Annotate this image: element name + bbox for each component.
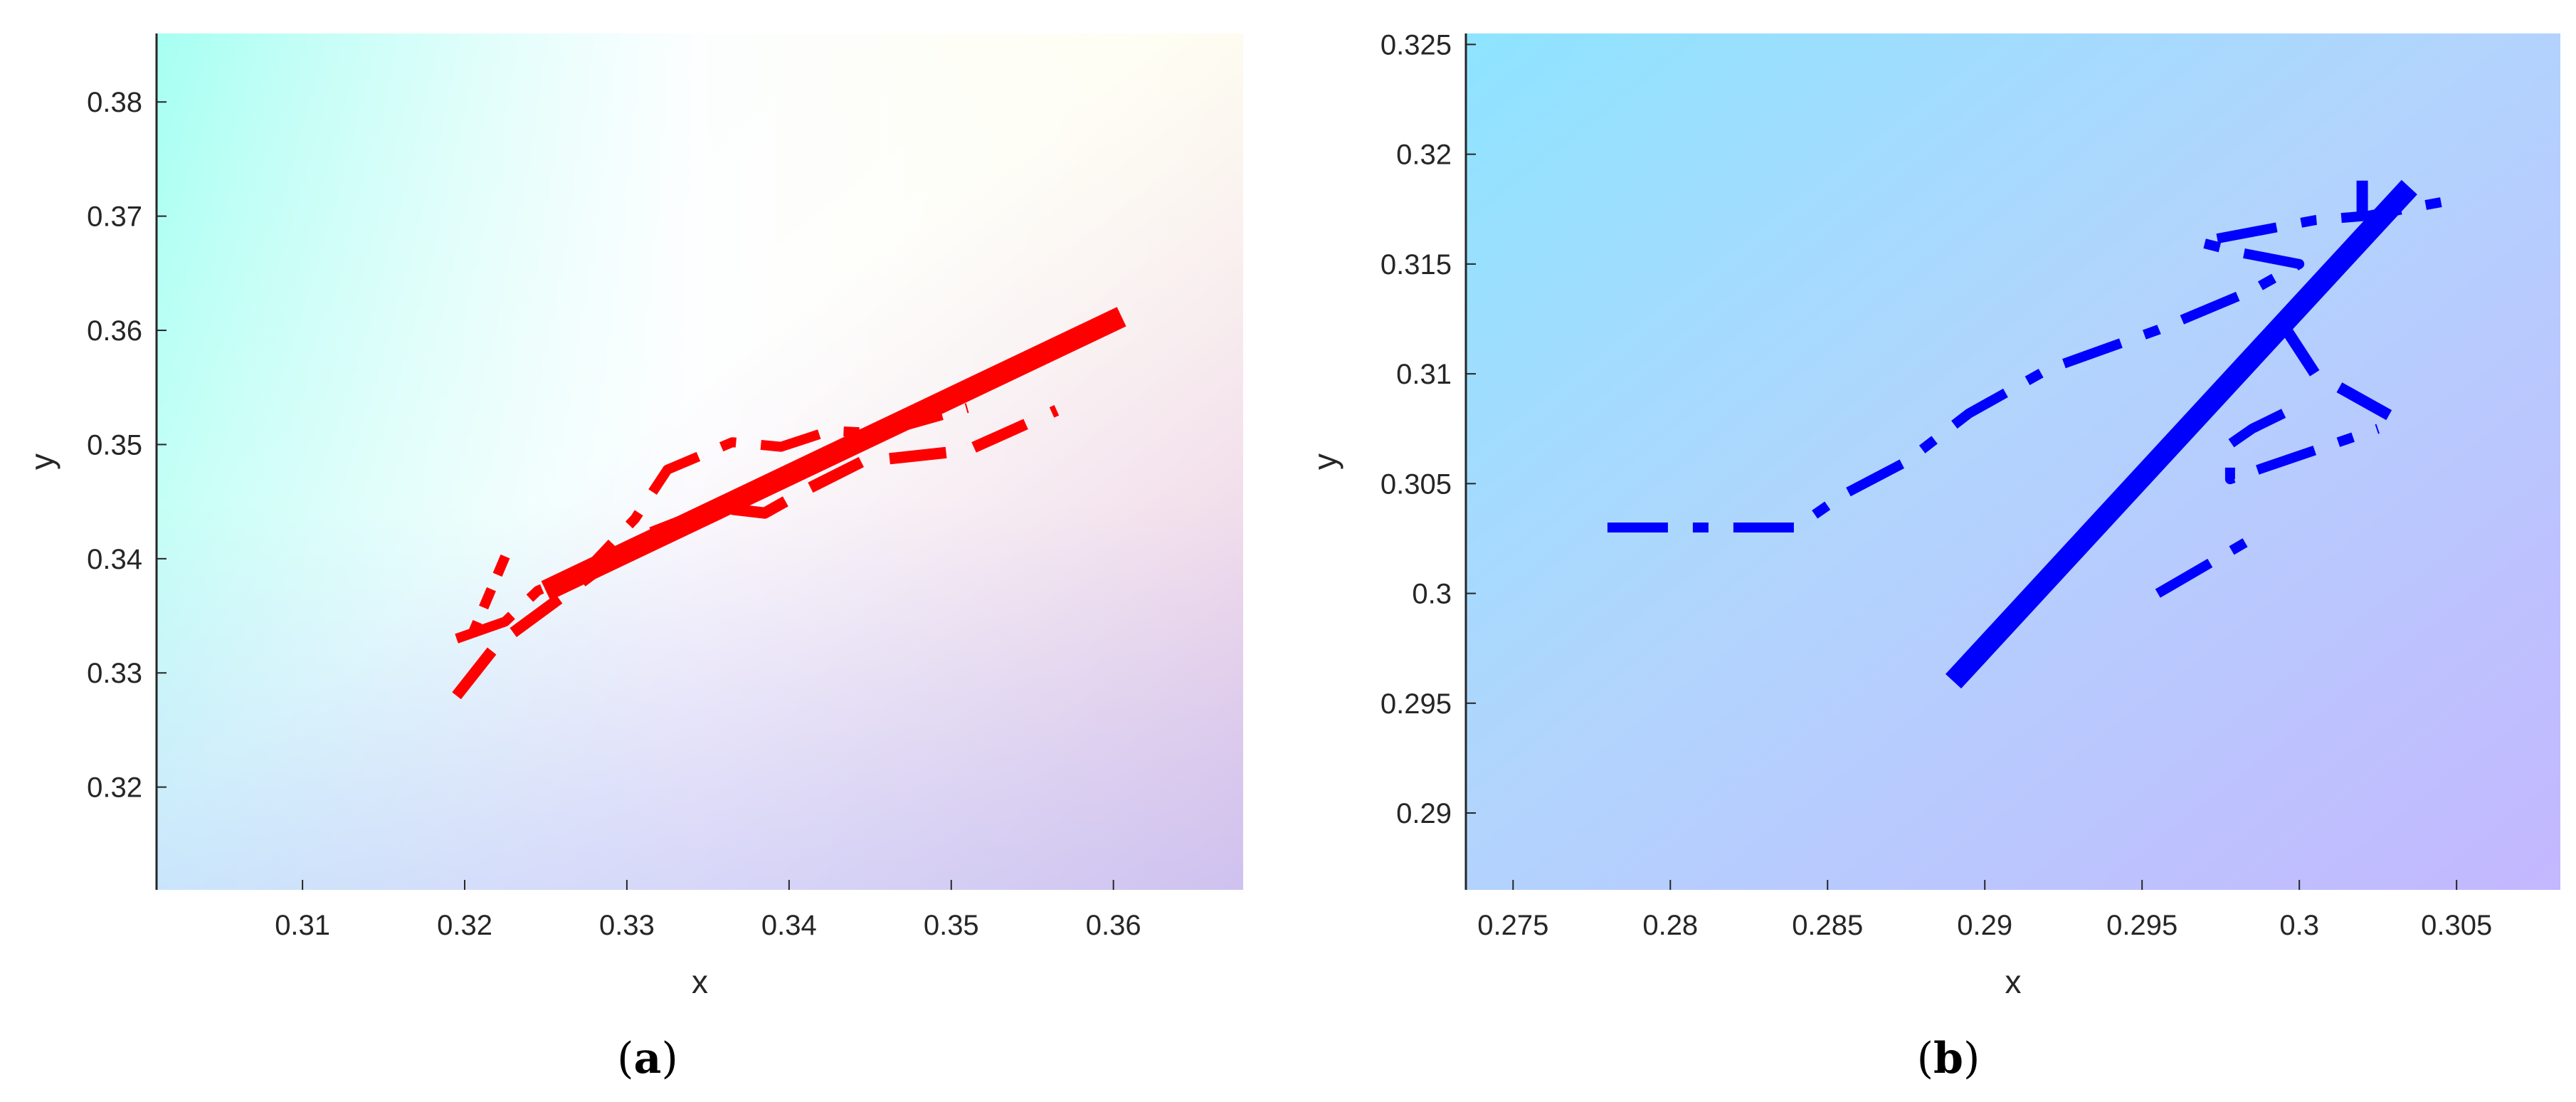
x-tick-label-b: 0.275 bbox=[1477, 910, 1548, 941]
series-line-a-0 bbox=[541, 307, 1126, 601]
y-tick-label-a: 0.32 bbox=[87, 772, 142, 804]
caption-b-letter: b bbox=[1933, 1034, 1963, 1083]
x-tick-label-a: 0.34 bbox=[761, 910, 817, 941]
x-tick-label-a: 0.35 bbox=[924, 910, 979, 941]
x-tick-label-b: 0.285 bbox=[1792, 910, 1863, 941]
plot-background-b-0 bbox=[1466, 33, 2560, 890]
y-tick-label-b: 0.3 bbox=[1412, 579, 1452, 610]
x-tick-label-a: 0.31 bbox=[275, 910, 330, 941]
y-tick-label-a: 0.34 bbox=[87, 544, 142, 575]
caption-a-letter: a bbox=[634, 1034, 662, 1083]
y-tick-label-b: 0.305 bbox=[1381, 468, 1452, 500]
y-tick-label-a: 0.37 bbox=[87, 201, 142, 233]
series-line-b-0 bbox=[1945, 179, 2417, 689]
series-line-b-3 bbox=[2155, 534, 2255, 598]
x-tick-label-b: 0.3 bbox=[2279, 910, 2319, 941]
axes-b: 0.275 0.28 0.285 0.29 0.295 0.3 0.305 0.29 0.295… bbox=[1381, 29, 2492, 941]
y-axis-label-a: y bbox=[23, 453, 60, 470]
series-line-a-3 bbox=[468, 554, 510, 635]
series-line-a-2 bbox=[455, 403, 969, 644]
y-tick-label-b: 0.325 bbox=[1381, 29, 1452, 61]
plot-background-a-2 bbox=[157, 33, 1243, 890]
y-tick-label-b: 0.315 bbox=[1381, 249, 1452, 280]
axes-a: 0.31 0.32 0.33 0.34 0.35 0.36 0.32 0.33 0.34 0.35… bbox=[87, 33, 1141, 941]
series-line-b-1 bbox=[2279, 322, 2397, 423]
y-tick-label-a: 0.35 bbox=[87, 429, 142, 461]
x-tick-label-b: 0.29 bbox=[1957, 910, 2012, 941]
x-tick-label-b: 0.28 bbox=[1642, 910, 1698, 941]
series-line-a-1 bbox=[452, 405, 1060, 700]
x-axis-label-a: x bbox=[692, 963, 708, 1000]
x-tick-label-a: 0.36 bbox=[1086, 910, 1141, 941]
series-group-b bbox=[1607, 179, 2464, 689]
y-tick-label-b: 0.295 bbox=[1381, 688, 1452, 720]
y-tick-label-a: 0.33 bbox=[87, 658, 142, 689]
x-axis-label-b: x bbox=[2005, 963, 2022, 1000]
panel-b: 0.275 0.28 0.285 0.29 0.295 0.3 0.305 0.29 0.295… bbox=[1307, 29, 2560, 1083]
series-line-b-4 bbox=[1607, 193, 2464, 532]
y-tick-label-b: 0.31 bbox=[1396, 359, 1452, 390]
x-tick-label-b: 0.305 bbox=[2421, 910, 2492, 941]
y-tick-label-b: 0.29 bbox=[1396, 798, 1452, 829]
y-tick-label-b: 0.32 bbox=[1396, 140, 1452, 171]
series-line-b-2 bbox=[2224, 409, 2380, 485]
plot-area-a bbox=[157, 33, 1243, 890]
caption-b: (b) bbox=[1917, 1034, 1980, 1083]
x-tick-label-a: 0.33 bbox=[599, 910, 655, 941]
y-axis-label-b: y bbox=[1307, 453, 1344, 470]
caption-a: (a) bbox=[617, 1034, 678, 1083]
x-tick-label-a: 0.32 bbox=[437, 910, 492, 941]
y-tick-label-a: 0.38 bbox=[87, 87, 142, 118]
y-tick-label-a: 0.36 bbox=[87, 315, 142, 347]
panel-a: 0.31 0.32 0.33 0.34 0.35 0.36 0.32 0.33 0.34 0.35… bbox=[23, 33, 1243, 1083]
series-group-a bbox=[452, 307, 1126, 700]
plot-area-b bbox=[1466, 33, 2560, 890]
x-tick-label-b: 0.295 bbox=[2106, 910, 2178, 941]
